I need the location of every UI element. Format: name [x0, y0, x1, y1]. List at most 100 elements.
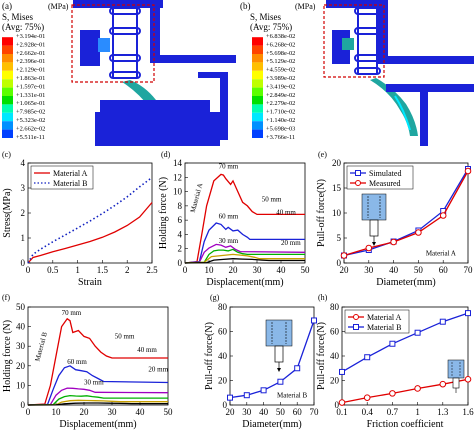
zoom-box-a — [71, 4, 155, 83]
y-tick-label: 80 — [218, 302, 228, 312]
curve-label: 70 mm — [62, 309, 82, 317]
y-axis-label: Stress(MPa) — [2, 188, 13, 237]
y-axis-label: Pull-off force(N) — [316, 322, 327, 390]
x-tick-label: 2.5 — [146, 265, 158, 275]
colorbar-swatch — [2, 112, 13, 122]
curve-label: 60 mm — [219, 213, 239, 221]
material-annotation: Material A — [426, 250, 456, 258]
series-line — [27, 176, 153, 264]
y-tick-label: 40 — [218, 351, 228, 361]
y-tick-label: 40 — [16, 322, 26, 332]
fea-mesh-b — [326, 0, 474, 146]
colorbar-level: +2.279e-02 — [266, 100, 295, 107]
colorbar-level: +2.662e-02 — [16, 125, 45, 132]
y-axis-label: Holding force (N) — [2, 320, 13, 392]
x-tick-label: 0 — [26, 265, 31, 275]
x-tick-label: 2 — [125, 265, 130, 275]
series-line — [27, 402, 168, 406]
colorbar-swatch — [2, 79, 13, 88]
y-tick-label: 20 — [332, 158, 342, 168]
data-point — [277, 378, 284, 385]
y-tick-label: 10 — [16, 380, 26, 390]
gripper-icon-g — [265, 319, 293, 372]
x-tick-label: 50 — [276, 407, 286, 417]
plot-h: 0.1 0.4 0.7 1 1.3 1.6 0 20 40 60 80 Friction coeffi… — [316, 302, 474, 430]
panel-label-e: (e) — [318, 150, 327, 159]
x-tick-label: 30 — [364, 265, 374, 275]
colorbar-swatch — [252, 45, 263, 54]
zoom-box-b — [323, 4, 385, 78]
colorbar-level: +2.129e-01 — [16, 67, 45, 74]
y-tick-label: 0 — [178, 258, 183, 268]
colorbar-level: +2.396e-01 — [16, 58, 45, 65]
series-line — [27, 365, 169, 406]
series-line — [184, 248, 305, 264]
colorbar-a-avg: (Avg: 75%) — [2, 22, 44, 32]
colorbar-swatch — [2, 121, 13, 130]
colorbar-b-avg: (Avg: 75%) — [250, 22, 292, 32]
data-point — [389, 390, 396, 397]
colorbar-swatch — [252, 87, 263, 96]
panel-b: (b) S, Mises (Avg: 75%) (MPa) +6.838e-02… — [238, 0, 474, 146]
material-annotation: Material A — [189, 182, 205, 213]
data-point — [227, 394, 233, 401]
x-tick-label: 40 — [136, 407, 146, 417]
colorbar-level: +3.194e-01 — [16, 33, 45, 40]
colorbar-level: +5.511e-11 — [16, 134, 45, 141]
data-point — [415, 229, 422, 236]
x-tick-label: 50 — [164, 407, 174, 417]
x-tick-label: 30 — [108, 407, 118, 417]
colorbar-b-title: S, Mises — [250, 12, 282, 22]
y-axis-label: Pull-off force(N) — [316, 179, 327, 247]
series-line — [27, 394, 168, 406]
x-tick-label: 0.1 — [336, 407, 347, 417]
x-tick-label: 30 — [242, 407, 252, 417]
colorbar-level: +7.985e-02 — [16, 109, 45, 116]
colorbar-level: +1.710e-02 — [266, 109, 295, 116]
curve-label: 50 mm — [262, 196, 282, 204]
y-tick-label: 0 — [337, 258, 342, 268]
colorbar-swatch — [252, 62, 263, 71]
panel-label-g: (g) — [210, 293, 220, 302]
panel-e: (e) 20 30 40 50 60 70 0 5 10 15 20 Diameter(mm) Pull… — [316, 150, 473, 288]
curve-label: 30 mm — [84, 378, 104, 386]
x-axis-label: Strain — [78, 277, 102, 288]
x-tick-label: 30 — [253, 265, 263, 275]
series-line — [184, 253, 305, 264]
x-tick-label: 70 — [310, 407, 320, 417]
colorbar-level: +3.766e-11 — [266, 134, 295, 141]
y-tick-label: 10 — [173, 187, 183, 197]
x-tick-label: 20 — [229, 265, 239, 275]
data-point — [294, 365, 301, 372]
colorbar-level: +5.323e-02 — [16, 117, 45, 124]
colorbar-swatch — [2, 104, 13, 113]
data-point — [338, 399, 346, 406]
colorbar-swatch — [2, 54, 13, 63]
x-tick-label: 60 — [293, 407, 303, 417]
curve-label: 50 mm — [115, 332, 135, 340]
y-tick-label: 20 — [218, 376, 228, 386]
colorbar-swatch — [2, 96, 13, 105]
colorbar-level: +6.268e-02 — [266, 41, 295, 48]
plot-g: 20 30 40 50 60 70020406080Diameter(mm)Pull-of… — [204, 302, 319, 430]
series-line — [343, 168, 469, 257]
data-point — [340, 252, 348, 259]
panel-g: (g) 20 30 40 50 60 70020406080Diameter(mm)Pul… — [204, 293, 319, 430]
y-tick-label: 15 — [332, 183, 342, 193]
y-tick-label: 0 — [335, 400, 340, 410]
colorbar-level: +1.863e-01 — [16, 75, 45, 82]
colorbar-swatch — [2, 62, 13, 71]
data-point — [339, 368, 345, 375]
y-tick-label: 4 — [21, 158, 26, 168]
series-line — [341, 378, 469, 404]
gripper-icon-e — [361, 193, 387, 246]
curve-label: 20 mm — [281, 239, 301, 247]
panel-f: (f) 0 10 20 30 40 50 0 10 20 30 40 50 Displacement(m… — [2, 293, 173, 430]
data-point — [439, 380, 447, 388]
plot-c: 0 0.5 1 1.5 2 2.5 0 1 2 3 4 Strain Stress(MPa) Materi… — [2, 158, 158, 288]
series-line — [343, 170, 469, 257]
colorbar-b: +6.838e-02+6.268e-02 +5.698e-02+5.129e-02… — [252, 33, 295, 141]
panel-label-c: (c) — [2, 150, 11, 159]
x-tick-label: 40 — [259, 407, 269, 417]
colorbar-swatch — [252, 129, 263, 138]
